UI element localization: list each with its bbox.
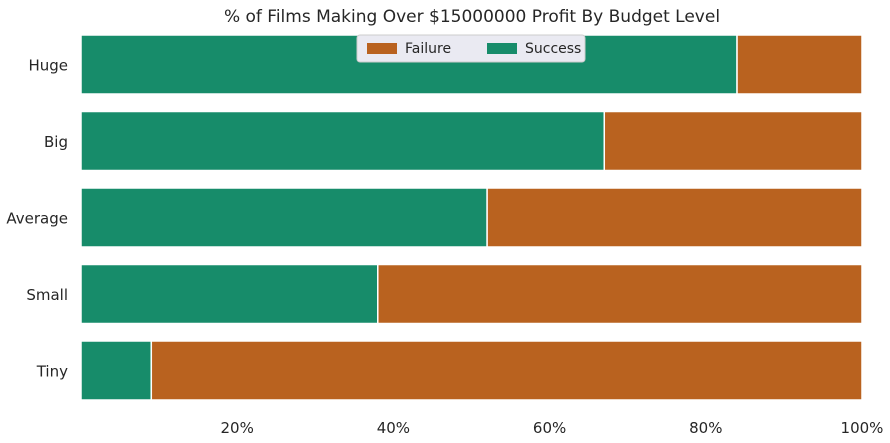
bar-small-success [80, 263, 379, 325]
bar-huge-failure [736, 34, 863, 95]
bar-small-failure [377, 263, 863, 325]
bar-tiny-failure [150, 340, 863, 401]
bar-average-success [80, 187, 488, 248]
x-tick-label-100: 100% [841, 419, 884, 437]
category-label-small: Small [26, 286, 68, 304]
category-label-tiny: Tiny [36, 363, 68, 381]
chart-title: % of Films Making Over $15000000 Profit … [224, 7, 720, 27]
legend: Failure Success [356, 34, 586, 63]
category-label-big: Big [44, 133, 68, 151]
legend-swatch-failure [367, 43, 397, 54]
bar-tiny-success [80, 340, 153, 401]
bar-average-failure [486, 187, 863, 248]
bar-big-failure [603, 110, 863, 172]
x-tick-label-20: 20% [221, 419, 254, 437]
legend-label-success: Success [525, 41, 581, 57]
legend-swatch-success [487, 43, 517, 54]
bar-big-success [80, 110, 606, 172]
x-tick-label-60: 60% [533, 419, 566, 437]
legend-box [356, 34, 586, 63]
category-label-average: Average [6, 210, 68, 228]
x-tick-label-40: 40% [377, 419, 410, 437]
legend-label-failure: Failure [405, 41, 451, 57]
x-tick-label-80: 80% [689, 419, 722, 437]
x-tick-labels: 20% 40% 60% 80% 100% [221, 419, 884, 437]
category-labels: Huge Big Average Small Tiny [6, 57, 68, 381]
bar-layer [80, 34, 863, 401]
category-label-huge: Huge [28, 57, 68, 75]
